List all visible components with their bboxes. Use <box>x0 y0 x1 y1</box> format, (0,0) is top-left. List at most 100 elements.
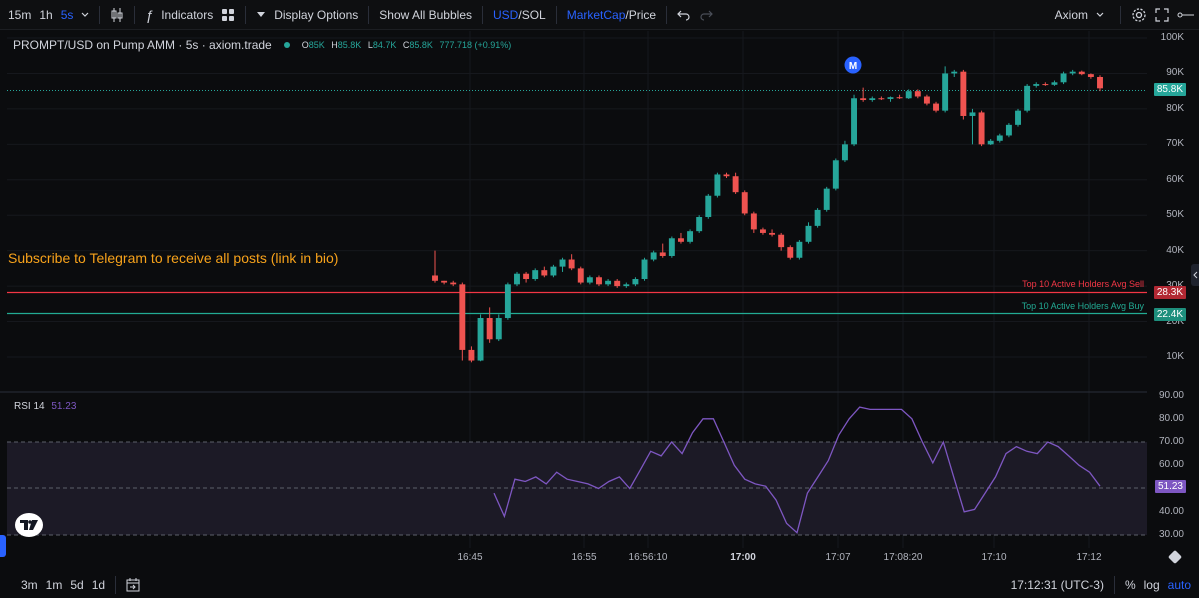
candle-body[interactable] <box>723 174 730 177</box>
interval-5s[interactable]: 5s <box>60 7 74 22</box>
right-panel-toggle[interactable] <box>1191 264 1199 286</box>
candle-body[interactable] <box>441 280 448 283</box>
display-options-button[interactable]: Display Options <box>274 7 359 22</box>
candle-body[interactable] <box>769 232 776 235</box>
candle-body[interactable] <box>550 266 557 276</box>
candle-body[interactable] <box>623 284 630 287</box>
show-all-bubbles-button[interactable]: Show All Bubbles <box>379 7 472 22</box>
currency-toggle[interactable]: USD/SOL <box>489 8 550 22</box>
marker-badge[interactable] <box>844 56 862 74</box>
redo-icon[interactable] <box>695 9 717 21</box>
symbol-title[interactable]: PROMPT/USD on Pump AMM · 5s · axiom.trad… <box>13 38 272 52</box>
candle-body[interactable] <box>504 284 511 319</box>
undo-icon[interactable] <box>673 9 695 21</box>
candle-body[interactable] <box>805 225 812 242</box>
chevron-down-icon[interactable] <box>77 12 93 18</box>
candle-body[interactable] <box>787 247 794 258</box>
candle-body[interactable] <box>851 98 858 145</box>
candle-body[interactable] <box>732 176 739 193</box>
log-toggle[interactable]: log <box>1143 578 1160 592</box>
candle-body[interactable] <box>759 229 766 233</box>
percent-toggle[interactable]: % <box>1124 578 1136 592</box>
candle-body[interactable] <box>1033 84 1040 86</box>
candle-body[interactable] <box>951 71 958 74</box>
candle-body[interactable] <box>459 284 466 350</box>
candle-body[interactable] <box>432 275 438 281</box>
candle-body[interactable] <box>577 268 584 283</box>
candle-body[interactable] <box>860 98 867 101</box>
drawing-line-icon[interactable] <box>1173 10 1199 20</box>
candle-body[interactable] <box>814 209 821 226</box>
candle-body[interactable] <box>486 318 493 340</box>
candle-body[interactable] <box>887 97 894 99</box>
candle-body[interactable] <box>778 234 785 248</box>
candle-body[interactable] <box>559 259 566 267</box>
layout-grid-icon[interactable] <box>217 8 239 22</box>
candle-body[interactable] <box>923 96 930 104</box>
candle-body[interactable] <box>832 160 839 189</box>
candle-body[interactable] <box>1078 71 1085 75</box>
candle-body[interactable] <box>1087 74 1094 77</box>
candle-body[interactable] <box>668 238 675 256</box>
candle-body[interactable] <box>933 103 939 111</box>
candle-body[interactable] <box>969 112 976 116</box>
candle-body[interactable] <box>468 349 475 361</box>
candle-body[interactable] <box>596 277 602 285</box>
candle-body[interactable] <box>541 270 548 276</box>
candle-body[interactable] <box>841 144 848 161</box>
candle-body[interactable] <box>1097 76 1103 89</box>
candle-body[interactable] <box>687 231 694 242</box>
candle-body[interactable] <box>741 192 748 214</box>
candle-body[interactable] <box>705 195 712 217</box>
candle-body[interactable] <box>568 259 575 269</box>
candle-body[interactable] <box>696 216 703 232</box>
caret-down-icon[interactable] <box>252 11 270 18</box>
candle-body[interactable] <box>523 273 530 280</box>
candlestick-icon[interactable] <box>106 7 128 23</box>
gear-icon[interactable] <box>1127 7 1151 23</box>
fx-icon[interactable]: ƒ <box>145 6 154 23</box>
candle-body[interactable] <box>614 280 621 287</box>
interval-1h[interactable]: 1h <box>39 7 53 22</box>
candle-body[interactable] <box>659 252 666 256</box>
candle-body[interactable] <box>878 98 885 100</box>
candle-body[interactable] <box>514 273 520 285</box>
candle-body[interactable] <box>605 280 612 285</box>
candle-body[interactable] <box>677 238 684 242</box>
candle-body[interactable] <box>750 213 757 230</box>
tradingview-logo[interactable] <box>15 513 43 537</box>
candle-body[interactable] <box>1069 71 1076 74</box>
candle-body[interactable] <box>1015 110 1021 125</box>
indicators-button[interactable]: Indicators <box>161 7 214 22</box>
range-1m[interactable]: 1m <box>45 578 63 592</box>
candle-body[interactable] <box>960 71 967 116</box>
clock-display[interactable]: 17:12:31 (UTC-3) <box>1010 578 1104 592</box>
candle-body[interactable] <box>914 91 921 97</box>
auto-toggle[interactable]: auto <box>1167 578 1191 592</box>
chevron-down-icon[interactable] <box>1092 12 1108 18</box>
candle-body[interactable] <box>586 277 593 283</box>
fullscreen-icon[interactable] <box>1151 7 1173 22</box>
candle-body[interactable] <box>905 91 912 99</box>
candle-body[interactable] <box>796 241 803 258</box>
candle-body[interactable] <box>896 97 903 99</box>
candle-body[interactable] <box>823 188 830 210</box>
candle-body[interactable] <box>450 282 457 285</box>
candle-body[interactable] <box>477 318 484 361</box>
candle-body[interactable] <box>1024 85 1031 111</box>
range-5d[interactable]: 5d <box>70 578 84 592</box>
interval-15m[interactable]: 15m <box>8 7 32 22</box>
candle-body[interactable] <box>714 174 721 196</box>
candle-body[interactable] <box>1042 84 1049 86</box>
candle-body[interactable] <box>1060 73 1067 83</box>
marketcap-price-toggle[interactable]: MarketCap/Price <box>563 8 660 22</box>
candle-body[interactable] <box>632 279 639 285</box>
candle-body[interactable] <box>495 318 502 340</box>
calendar-icon[interactable] <box>122 578 144 592</box>
rsi-name[interactable]: RSI 14 <box>14 401 45 412</box>
candle-body[interactable] <box>650 252 657 260</box>
candle-body[interactable] <box>1005 124 1012 136</box>
candle-body[interactable] <box>869 98 876 101</box>
candle-body[interactable] <box>532 270 539 280</box>
